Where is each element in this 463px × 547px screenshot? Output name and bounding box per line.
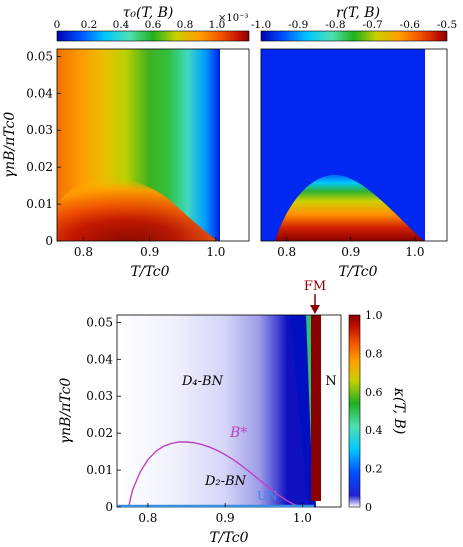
panel-r: r(T, B) -1.0 -0.9 -0.8 -0.7 -0.6 -0.5 0.8 0.9 1… (251, 5, 457, 280)
kappa-cbtick-label: 1.0 (365, 309, 383, 322)
r-dome (275, 174, 424, 241)
label-d2-bn: D₂-BN (204, 474, 247, 489)
tau-cbtick-label: 1.0 (209, 19, 226, 31)
tau-cbtick-label: 0.8 (177, 19, 194, 31)
kappa-cbtick-label: 0.6 (365, 386, 383, 399)
tau-cbtick-label: 0 (54, 19, 61, 31)
r-colorbar-ticks: -1.0 -0.9 -0.8 -0.7 -0.6 -0.5 (251, 19, 457, 31)
r-xtick-label: 1.0 (405, 245, 424, 259)
r-cbtick-label: -0.5 (437, 19, 457, 31)
kappa-ytick-label: 0.01 (86, 463, 113, 477)
r-normal-region (425, 49, 447, 241)
label-bstar: B* (229, 425, 247, 441)
tau-cbtick-label: 0.6 (145, 19, 162, 31)
fm-arrow-head (310, 305, 320, 314)
tau-xtick-label: 0.9 (140, 245, 159, 259)
tau-ytick-label: 0.04 (26, 86, 53, 100)
r-colorbar (260, 30, 448, 42)
kappa-cbtick-label: 0.2 (365, 463, 383, 476)
r-plot-frame (260, 48, 448, 242)
r-xtick-label: 0.8 (277, 245, 296, 259)
panel-tau-title: τ₀(T, B) (123, 5, 174, 21)
tau-colorbar-ticks: 0 0.2 0.4 0.6 0.8 1.0 (54, 19, 226, 31)
tau-y-ticks: 0 0.01 0.02 0.03 0.04 0.05 (26, 49, 61, 248)
label-d4-bn: D₄-BN (181, 374, 224, 389)
tau-ytick-label: 0.05 (26, 49, 53, 63)
panel-tau: τ₀(T, B) ×10⁻³ 0 0.2 0.4 0.6 0.8 1.0 0.8 0.9 1.… (2, 5, 250, 280)
r-cbtick-label: -0.6 (400, 19, 421, 31)
tau-plot-frame (56, 48, 250, 242)
tau-xtick-label: 0.8 (74, 245, 93, 259)
panel-r-title: r(T, B) (336, 5, 380, 21)
r-x-ticks: 0.8 0.9 1.0 (277, 237, 424, 259)
tau-ytick-label: 0.01 (26, 197, 53, 211)
kappa-plot-bg (117, 315, 315, 507)
tau-colorbar-multiplier: ×10⁻³ (218, 13, 248, 24)
tau-ytick-label: 0.02 (26, 160, 53, 174)
kappa-colorbar-ticks: 0 0.2 0.4 0.6 0.8 1.0 (365, 309, 383, 514)
r-xlabel: T/Tc0 (338, 264, 377, 280)
kappa-normal-region (321, 315, 341, 507)
kappa-xlabel: T/Tc0 (209, 530, 248, 546)
r-cbtick-label: -1.0 (251, 19, 271, 31)
label-fm: FM (304, 279, 326, 294)
tau-ytick-label: 0 (45, 234, 53, 248)
kappa-ytick-label: 0 (105, 500, 113, 514)
kappa-colorbar-label: κ(T, B) (391, 387, 407, 435)
kappa-ytick-label: 0.02 (86, 426, 113, 440)
label-un: UN (257, 489, 278, 503)
r-cbtick-label: -0.9 (288, 19, 308, 31)
tau-cbtick-label: 0.4 (113, 19, 130, 31)
tau-ytick-label: 0.03 (26, 123, 53, 137)
kappa-xtick-label: 1.0 (293, 511, 312, 525)
tau-ylabel: γnB/πTc0 (2, 112, 18, 179)
kappa-y-ticks: 0 0.01 0.02 0.03 0.04 0.05 (86, 315, 121, 514)
bstar-curve (127, 441, 303, 508)
kappa-cbtick-label: 0 (365, 501, 372, 514)
kappa-cbtick-label: 0.4 (365, 424, 383, 437)
tau-x-ticks: 0.8 0.9 1.0 (74, 237, 225, 259)
kappa-colorbar (348, 314, 361, 508)
r-cbtick-label: -0.8 (325, 19, 345, 31)
kappa-xtick-label: 0.9 (216, 511, 235, 525)
label-normal: N (325, 374, 336, 389)
tau-xtick-label: 1.0 (206, 245, 225, 259)
kappa-ytick-label: 0.05 (86, 315, 113, 329)
tau-cbtick-label: 0.2 (81, 19, 98, 31)
tau-colorbar (56, 30, 250, 42)
kappa-cbtick-label: 0.8 (365, 347, 383, 360)
kappa-fm-strip (311, 315, 321, 501)
tau-normal-region (220, 49, 249, 241)
r-xtick-label: 0.9 (341, 245, 360, 259)
panel-kappa: D₄-BN D₂-BN B* UN N FM 0.8 0.9 1.0 0 0.01 0.… (58, 279, 407, 546)
kappa-x-ticks: 0.8 0.9 1.0 (138, 503, 312, 525)
tau-dome (57, 178, 218, 241)
kappa-ytick-label: 0.03 (86, 389, 113, 403)
kappa-xtick-label: 0.8 (138, 511, 157, 525)
r-cbtick-label: -0.7 (362, 19, 382, 31)
tau-xlabel: T/Tc0 (130, 264, 169, 280)
kappa-ytick-label: 0.04 (86, 352, 113, 366)
kappa-ylabel: γnB/πTc0 (58, 378, 74, 445)
